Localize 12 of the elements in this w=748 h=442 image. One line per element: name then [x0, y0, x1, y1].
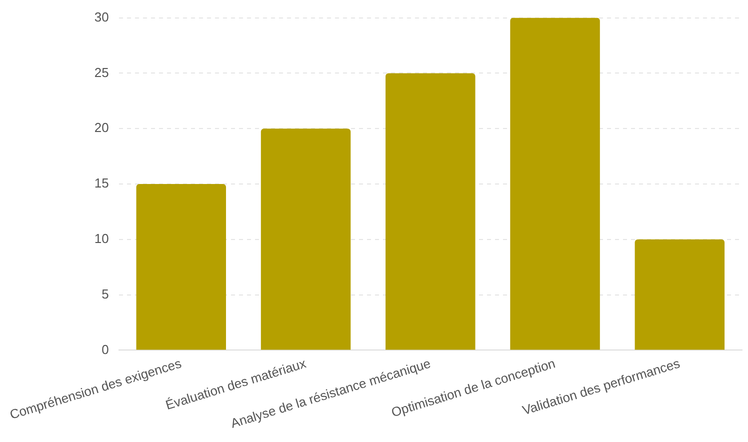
y-tick-label: 15 — [94, 176, 109, 191]
y-tick-label: 30 — [94, 9, 109, 24]
bar — [634, 239, 725, 350]
y-tick-label: 5 — [102, 286, 109, 302]
y-tick-label: 10 — [94, 231, 109, 246]
y-tick-label: 0 — [102, 342, 109, 357]
bar — [510, 18, 600, 350]
bar — [136, 184, 226, 350]
bar — [260, 128, 351, 350]
bar — [386, 73, 476, 350]
y-tick-label: 25 — [94, 64, 109, 80]
y-tick-label: 20 — [94, 120, 109, 136]
